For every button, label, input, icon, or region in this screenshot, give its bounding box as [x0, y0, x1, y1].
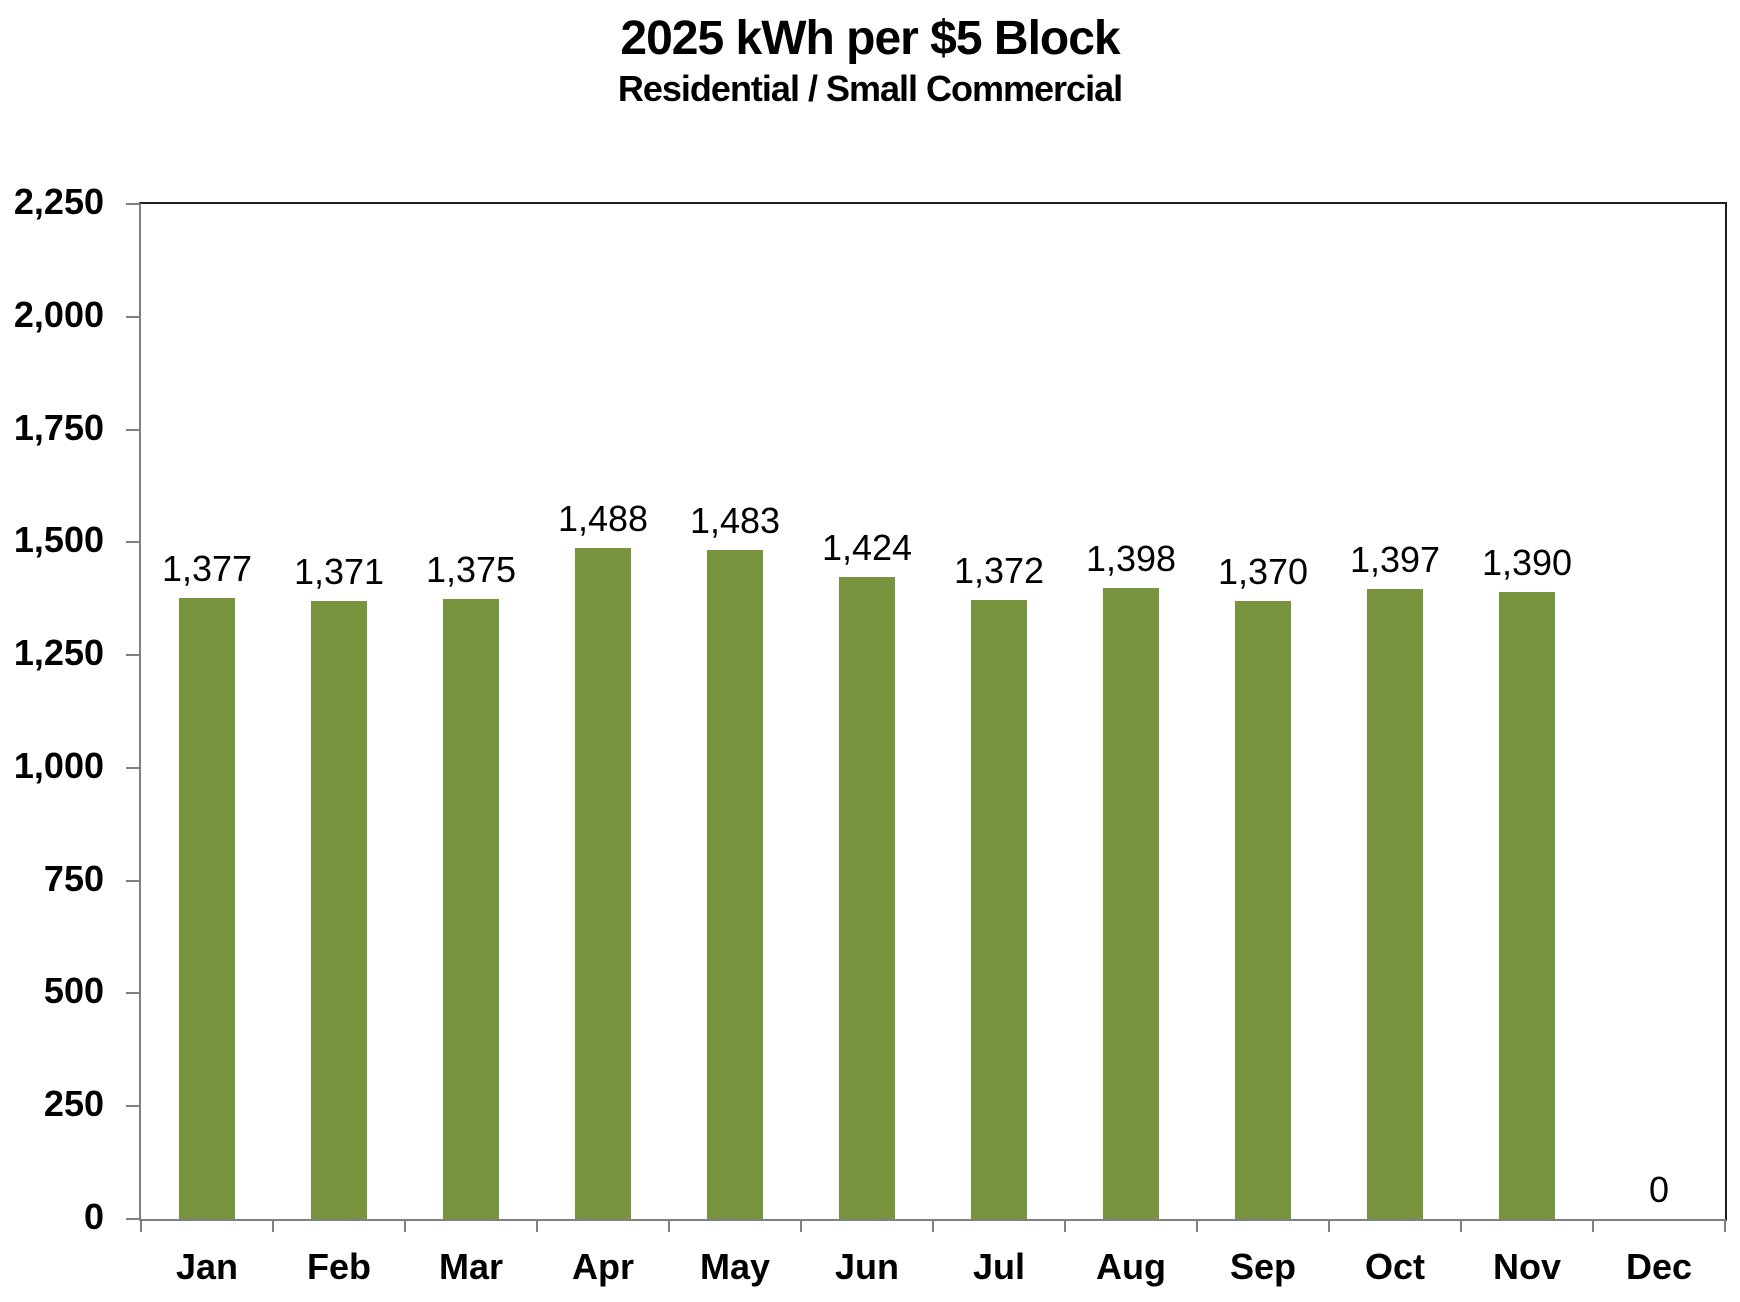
- y-axis-tick-label: 1,750: [13, 406, 104, 448]
- y-axis-tick: [126, 428, 139, 431]
- y-axis-tick-label: 2,250: [13, 181, 104, 222]
- bar: [575, 548, 631, 1219]
- bar: [1367, 589, 1423, 1219]
- y-axis-tick: [126, 541, 139, 544]
- y-axis-tick-label: 250: [43, 1083, 104, 1125]
- x-axis-label: Apr: [572, 1246, 634, 1287]
- x-axis-label: Mar: [438, 1246, 504, 1287]
- x-axis-tick: [932, 1219, 934, 1232]
- x-axis-tick: [800, 1219, 802, 1232]
- bar: [179, 598, 235, 1219]
- bar-value-label: 1,390: [1481, 542, 1573, 583]
- y-axis-tick-label: 1,250: [13, 632, 104, 674]
- bar: [1499, 592, 1555, 1219]
- y-axis-tick: [126, 766, 139, 769]
- bar-value-label: 1,371: [293, 551, 385, 592]
- bar-value-label: 1,488: [557, 498, 649, 539]
- x-axis-label: Dec: [1625, 1246, 1693, 1287]
- x-axis-tick: [1592, 1219, 1594, 1232]
- y-axis-tick-label: 1,500: [13, 519, 104, 561]
- bar: [839, 577, 895, 1219]
- x-axis-label: Nov: [1492, 1246, 1561, 1287]
- chart-title: 2025 kWh per $5 Block: [620, 12, 1120, 65]
- y-axis-tick-label: 2,000: [13, 293, 104, 335]
- plot-area: 1,377 Jan 1,371 Feb 1,375 Mar 1,488 Apr 1,483 May…: [126, 202, 1727, 1287]
- y-axis-tick: [126, 203, 139, 205]
- x-axis-label: Jul: [972, 1246, 1025, 1287]
- bar: [707, 550, 763, 1219]
- y-axis-tick: [126, 992, 139, 995]
- x-axis-tick: [1064, 1219, 1066, 1232]
- y-axis-tick-label: 0: [83, 1196, 104, 1237]
- y-axis-tick: [126, 315, 139, 318]
- y-axis-tick: [126, 1218, 139, 1220]
- bar: [443, 599, 499, 1219]
- y-axis-tick-label: 750: [43, 857, 104, 899]
- bar-value-label: 1,370: [1217, 551, 1309, 592]
- x-axis-tick: [404, 1219, 406, 1232]
- x-axis-tick: [1328, 1219, 1330, 1232]
- bar-value-label: 1,377: [161, 548, 253, 589]
- bar-value-label: 0: [1648, 1169, 1670, 1210]
- chart-subtitle: Residential / Small Commercial: [617, 68, 1123, 109]
- x-axis-tick: [140, 1219, 142, 1232]
- x-axis-tick: [1724, 1219, 1726, 1232]
- x-axis-tick: [272, 1219, 274, 1232]
- x-axis-label: Jun: [834, 1246, 899, 1287]
- x-axis-label: May: [699, 1246, 771, 1287]
- bar-value-label: 1,424: [821, 527, 913, 568]
- bar-value-label: 1,397: [1349, 539, 1441, 580]
- bar-value-label: 1,372: [953, 550, 1045, 591]
- x-axis-label: Feb: [306, 1246, 371, 1287]
- x-axis-tick: [668, 1219, 670, 1232]
- y-axis-tick-label: 1,000: [13, 744, 104, 786]
- x-axis-tick: [1460, 1219, 1462, 1232]
- x-axis-tick: [536, 1219, 538, 1232]
- bar: [1103, 588, 1159, 1219]
- y-axis-tick-label: 500: [43, 970, 104, 1012]
- bar-value-label: 1,398: [1085, 538, 1177, 579]
- x-axis-tick: [1196, 1219, 1198, 1232]
- x-axis-label: Jan: [175, 1246, 239, 1287]
- bar-value-label: 1,483: [689, 500, 781, 541]
- y-axis-tick: [126, 654, 139, 657]
- bar: [311, 601, 367, 1219]
- y-axis-tick: [126, 879, 139, 882]
- x-axis-label: Oct: [1364, 1246, 1425, 1287]
- bar: [971, 600, 1027, 1219]
- bar-value-label: 1,375: [425, 549, 517, 590]
- bar: [1235, 601, 1291, 1219]
- x-axis-label: Sep: [1229, 1246, 1297, 1287]
- y-axis-tick: [126, 1105, 139, 1108]
- x-axis-label: Aug: [1096, 1246, 1166, 1287]
